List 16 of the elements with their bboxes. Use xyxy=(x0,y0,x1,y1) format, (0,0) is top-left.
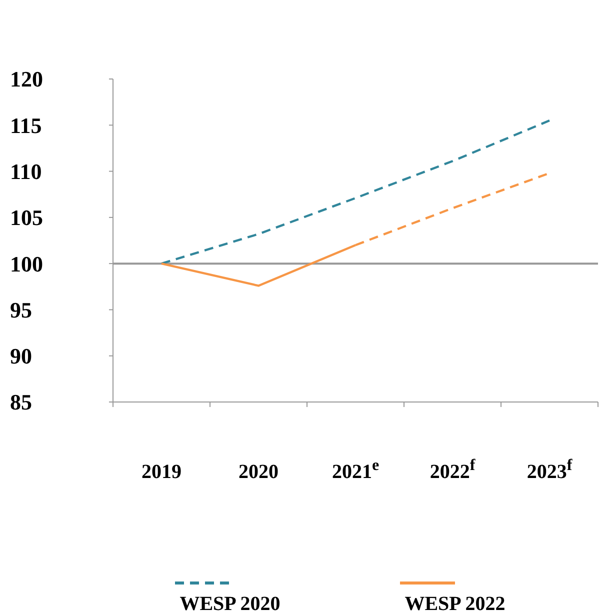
line-series xyxy=(160,119,551,265)
y-tick-label: 105 xyxy=(10,205,43,230)
y-tick-label: 90 xyxy=(10,344,32,369)
y-tick-label: 85 xyxy=(10,390,32,415)
legend-label: WESP 2020 xyxy=(180,593,280,615)
x-tick-label: 2020 xyxy=(238,461,278,483)
x-tick-label: 2023$^{f}$ xyxy=(526,456,573,483)
x-tick-label: 2022$^{f}$ xyxy=(430,456,476,483)
y-tick-label: 100 xyxy=(10,251,43,276)
y-tick-label: 120 xyxy=(10,66,43,92)
x-tick-label: 2021$^{e}$ xyxy=(332,456,380,483)
y-tick-label: 110 xyxy=(10,158,42,184)
legend-label: WESP 2022 xyxy=(404,593,506,615)
y-tick-label: 115 xyxy=(10,112,42,138)
y-tick-label: 95 xyxy=(10,297,32,322)
x-tick-label: 2019 xyxy=(142,461,182,483)
